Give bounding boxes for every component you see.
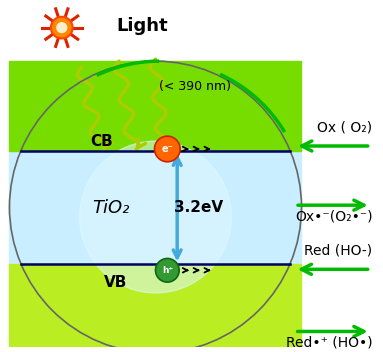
Text: Ox ( O₂): Ox ( O₂) <box>318 120 373 134</box>
Text: VB: VB <box>104 275 128 290</box>
Circle shape <box>154 136 180 162</box>
Bar <box>10 151 301 264</box>
Text: Ox•⁻(O₂•⁻): Ox•⁻(O₂•⁻) <box>295 209 373 223</box>
Circle shape <box>10 61 301 352</box>
Text: CB: CB <box>90 133 113 149</box>
Text: TiO₂: TiO₂ <box>92 199 130 216</box>
Bar <box>10 61 301 151</box>
Text: e⁻: e⁻ <box>162 144 173 154</box>
Text: Red•⁺ (HO•): Red•⁺ (HO•) <box>286 335 373 350</box>
Wedge shape <box>10 207 301 352</box>
Circle shape <box>51 17 73 38</box>
Text: Red (HO-): Red (HO-) <box>304 244 373 257</box>
Circle shape <box>57 23 67 32</box>
Text: 3.2eV: 3.2eV <box>174 200 223 215</box>
Text: Light: Light <box>116 17 168 34</box>
Circle shape <box>80 141 231 293</box>
Text: h⁺: h⁺ <box>162 266 173 275</box>
Wedge shape <box>10 61 301 207</box>
Text: (< 390 nm): (< 390 nm) <box>159 80 231 93</box>
Circle shape <box>155 258 179 282</box>
Bar <box>10 264 301 352</box>
